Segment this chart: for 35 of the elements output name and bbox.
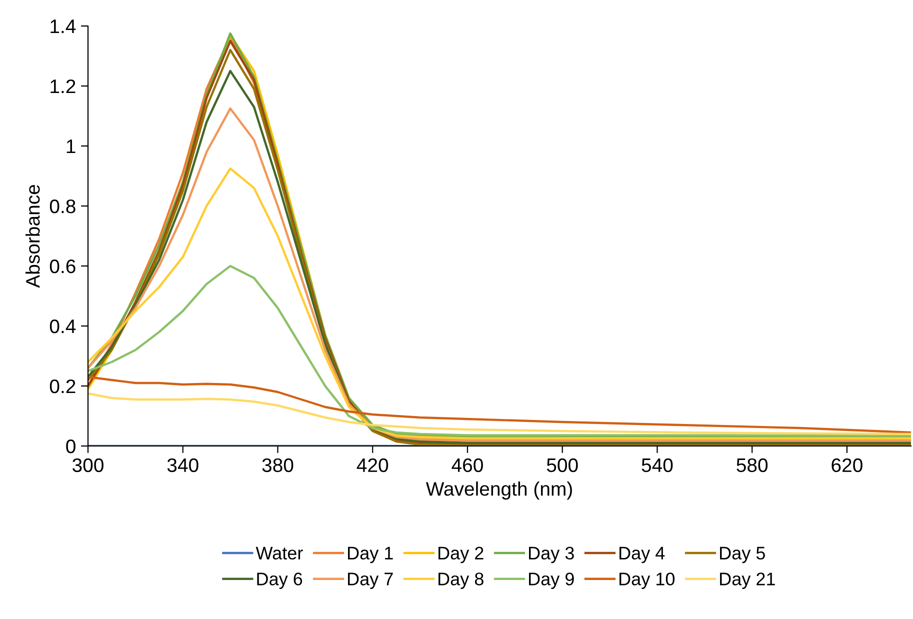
- y-tick-label: 1.2: [50, 79, 76, 94]
- legend-label: Day 8: [438, 572, 484, 589]
- legend-label: Day 10: [620, 572, 675, 589]
- x-tick-label: 340: [167, 458, 198, 472]
- legend-label: Day 6: [257, 572, 302, 589]
- x-tick-label: 300: [72, 458, 104, 472]
- legend-label: Day 7: [348, 572, 393, 589]
- y-tick-label: 1: [66, 140, 76, 154]
- x-tick-label: 460: [452, 458, 483, 472]
- y-tick-label: 0.2: [50, 379, 76, 394]
- y-tick-label: 0.4: [50, 319, 76, 334]
- x-tick-label: 620: [832, 458, 862, 472]
- x-tick-label: 420: [356, 458, 388, 472]
- legend-label: Day 4: [620, 546, 665, 564]
- y-tick-label: 0: [66, 439, 76, 454]
- legend-label: Day 21: [720, 572, 775, 589]
- legend-label: Day 9: [529, 572, 574, 589]
- line-series: [88, 264, 911, 437]
- line-series: [88, 376, 911, 434]
- legend-label: Day 2: [438, 546, 484, 564]
- legend-label: Water: [256, 546, 303, 560]
- line-series: [88, 167, 911, 440]
- x-tick-label: 380: [262, 458, 294, 472]
- legend-label: Day 1: [348, 546, 393, 564]
- legend-label: Day 3: [529, 546, 574, 564]
- y-axis-title: Absorbance: [25, 184, 40, 288]
- x-tick-label: 500: [546, 458, 578, 472]
- y-tick-label: 0.6: [50, 259, 76, 274]
- x-tick-label: 540: [642, 458, 673, 472]
- legend-label: Day 5: [720, 546, 765, 564]
- line-series: [88, 392, 911, 436]
- y-tick-label: 0.8: [50, 199, 76, 214]
- y-tick-label: 1.4: [50, 20, 76, 34]
- x-axis-title: Wavelength (nm): [426, 481, 572, 500]
- x-tick-label: 580: [736, 458, 768, 472]
